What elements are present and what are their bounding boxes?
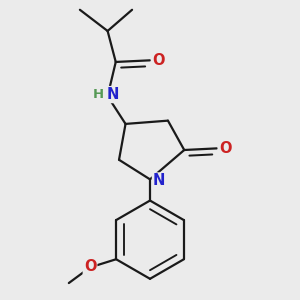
Text: O: O bbox=[84, 259, 96, 274]
Text: O: O bbox=[219, 141, 231, 156]
Text: N: N bbox=[106, 87, 119, 102]
Text: O: O bbox=[152, 53, 164, 68]
Text: N: N bbox=[153, 173, 165, 188]
Text: H: H bbox=[93, 88, 104, 101]
